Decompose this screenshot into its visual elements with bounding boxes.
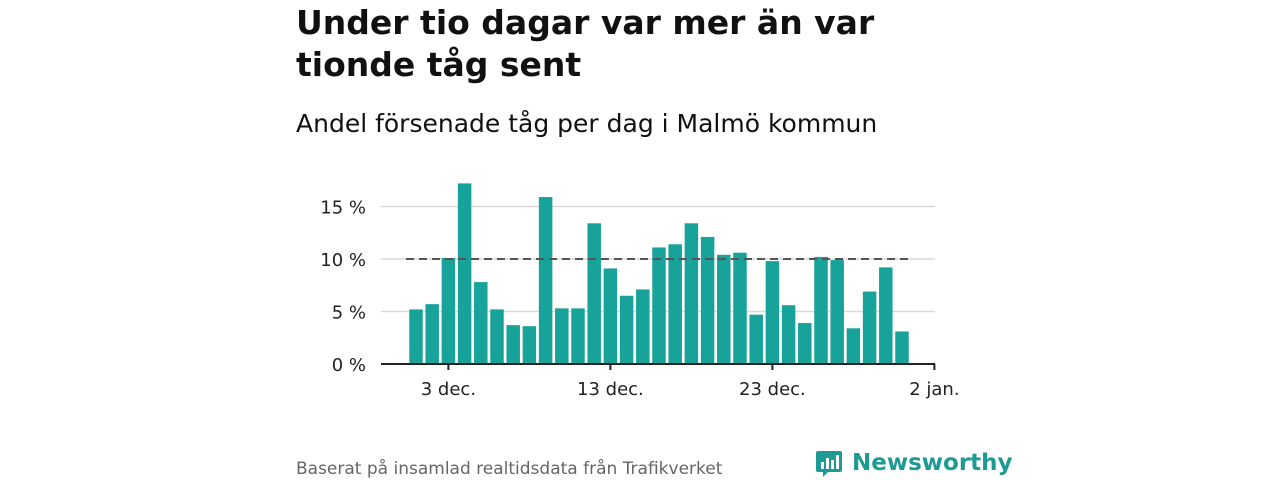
bar-chart: 0 % 5 % 10 % 15 % 3 dec. 13 dec. 23 dec. 2 jan…: [320, 183, 960, 400]
bar: [538, 197, 553, 364]
bar: [862, 291, 877, 364]
bar: [441, 257, 456, 364]
y-tick-label: 15 %: [320, 198, 366, 219]
bar: [636, 289, 650, 364]
bar: [506, 325, 520, 364]
bar: [798, 323, 812, 364]
source-note: Baserat på insamlad realtidsdata från Tr…: [296, 459, 723, 479]
y-tick-labels: 0 % 5 % 10 % 15 %: [320, 198, 366, 377]
bars: [409, 183, 909, 364]
bar: [409, 309, 423, 364]
bar: [781, 305, 796, 364]
bar: [587, 223, 601, 364]
y-tick-label: 5 %: [332, 303, 366, 324]
x-tick-label: 23 dec.: [739, 379, 806, 400]
chart-title: Under tio dagar var mer än var tionde tå…: [296, 3, 875, 84]
brand-name: Newsworthy: [852, 450, 1013, 476]
bar: [895, 331, 909, 364]
bar: [522, 326, 537, 364]
bar: [749, 314, 763, 364]
x-axis: [381, 363, 936, 370]
x-tick-labels: 3 dec. 13 dec. 23 dec. 2 jan.: [421, 379, 960, 400]
chart-subtitle: Andel försenade tåg per dag i Malmö komm…: [296, 109, 878, 138]
bar: [555, 308, 569, 364]
bar: [490, 309, 504, 364]
bar: [879, 267, 893, 364]
x-tick-label: 2 jan.: [909, 379, 959, 400]
bar: [603, 268, 618, 364]
bar: [814, 256, 828, 364]
newsworthy-logo-icon: [816, 451, 842, 477]
bar: [733, 252, 747, 364]
bar: [474, 282, 488, 364]
y-tick-label: 10 %: [320, 250, 366, 271]
bar: [700, 236, 715, 364]
bar: [668, 244, 682, 364]
brand-logo: Newsworthy: [815, 447, 1013, 479]
bar: [830, 260, 844, 364]
x-tick-label: 13 dec.: [577, 379, 644, 400]
bar: [652, 247, 666, 364]
x-tick-label: 3 dec.: [421, 379, 476, 400]
bar: [684, 223, 699, 364]
bar: [619, 295, 634, 364]
bar: [571, 308, 585, 364]
bar: [457, 183, 472, 364]
y-tick-label: 0 %: [332, 355, 366, 376]
bar: [846, 328, 861, 364]
bar: [717, 254, 731, 364]
bar: [765, 261, 780, 364]
bar: [425, 304, 439, 364]
